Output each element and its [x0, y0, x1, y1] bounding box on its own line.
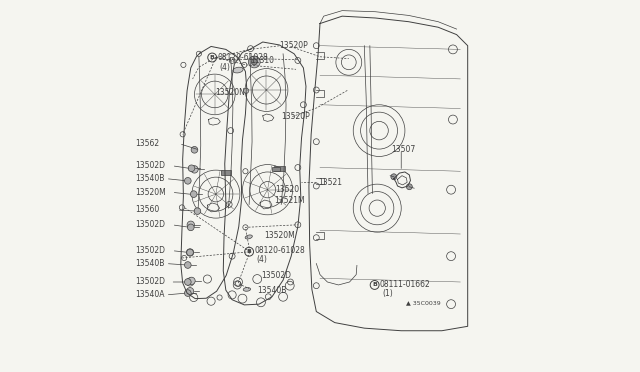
Text: 13502D: 13502D	[262, 271, 292, 280]
Circle shape	[391, 174, 397, 180]
Ellipse shape	[233, 67, 243, 73]
Circle shape	[248, 56, 260, 68]
Circle shape	[184, 177, 191, 184]
Text: 13540B: 13540B	[136, 259, 164, 268]
Circle shape	[186, 288, 194, 295]
Text: 13520N: 13520N	[215, 89, 244, 97]
Text: 13520: 13520	[276, 185, 300, 194]
Text: 08120-61028: 08120-61028	[218, 53, 268, 62]
Text: 13521M: 13521M	[274, 196, 305, 205]
Circle shape	[184, 290, 191, 296]
Circle shape	[184, 262, 191, 268]
Text: 13502D: 13502D	[136, 161, 165, 170]
Circle shape	[184, 279, 191, 285]
Text: 11310: 11310	[251, 56, 275, 65]
Text: 13502D: 13502D	[136, 220, 165, 229]
Text: 13562: 13562	[136, 139, 159, 148]
Ellipse shape	[243, 288, 251, 291]
Circle shape	[191, 166, 198, 173]
Text: (4): (4)	[220, 63, 230, 72]
Text: 13502D: 13502D	[136, 278, 165, 286]
Text: 13540B: 13540B	[136, 174, 164, 183]
Text: (1): (1)	[383, 289, 394, 298]
Text: (4): (4)	[257, 255, 268, 264]
Text: 08111-01662: 08111-01662	[380, 280, 431, 289]
Text: 13520M: 13520M	[264, 231, 294, 240]
Text: B: B	[210, 55, 214, 60]
Text: B: B	[372, 282, 377, 288]
Circle shape	[191, 147, 198, 153]
Text: 13521: 13521	[318, 178, 342, 187]
Circle shape	[188, 224, 194, 231]
Circle shape	[191, 191, 197, 198]
Text: B: B	[246, 249, 252, 254]
Text: 13520M: 13520M	[136, 188, 166, 197]
Circle shape	[187, 249, 193, 256]
Circle shape	[188, 277, 195, 285]
FancyBboxPatch shape	[221, 170, 230, 175]
Circle shape	[187, 221, 195, 228]
Text: 13540B: 13540B	[257, 286, 287, 295]
FancyBboxPatch shape	[272, 167, 280, 171]
Text: 13560: 13560	[136, 205, 159, 215]
Text: ▲ 35C0039: ▲ 35C0039	[406, 300, 440, 305]
Circle shape	[194, 208, 201, 214]
Circle shape	[188, 165, 195, 171]
FancyBboxPatch shape	[274, 166, 285, 171]
Text: 13507: 13507	[392, 145, 416, 154]
Text: 08120-61028: 08120-61028	[254, 246, 305, 255]
Text: 13540A: 13540A	[136, 291, 165, 299]
Circle shape	[406, 184, 412, 190]
Text: 13502D: 13502D	[136, 246, 165, 255]
Text: 13520P: 13520P	[280, 41, 308, 50]
Circle shape	[252, 59, 257, 65]
Text: 13520P: 13520P	[281, 112, 310, 121]
Ellipse shape	[245, 235, 252, 239]
Circle shape	[186, 249, 194, 256]
